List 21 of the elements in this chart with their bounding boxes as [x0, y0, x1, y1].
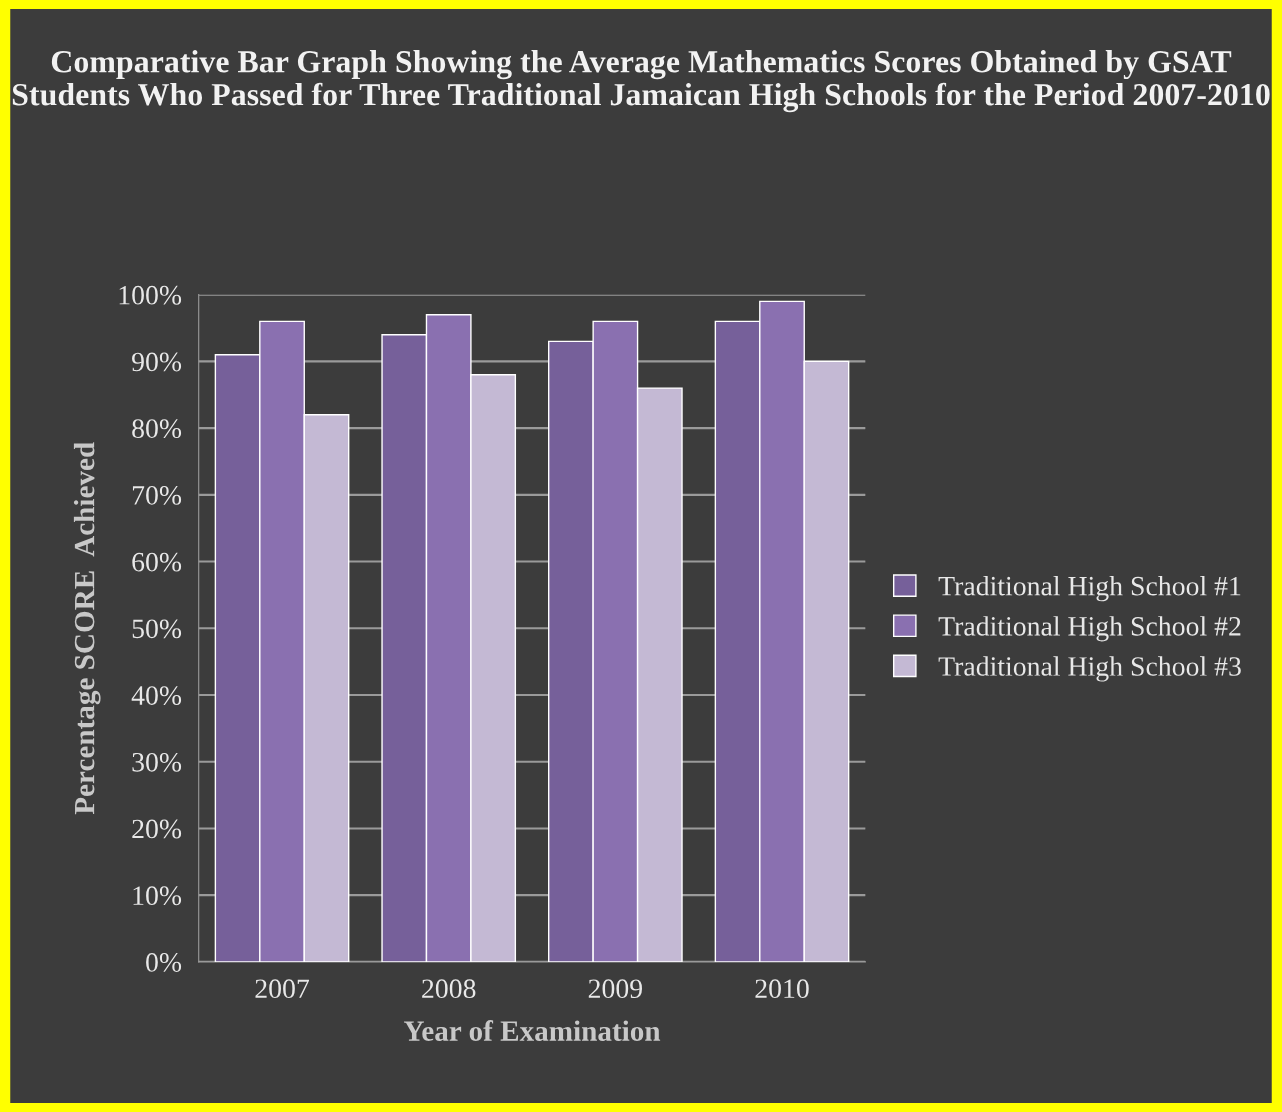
- y-tick-label: 100%: [119, 285, 182, 305]
- x-tick-label: 2007: [255, 979, 310, 999]
- legend-label: Traditional High School #2: [938, 616, 1241, 642]
- y-tick-label: 70%: [132, 486, 182, 505]
- y-tick-label: 40%: [131, 686, 182, 705]
- y-tick-label: 20%: [132, 819, 182, 839]
- legend-label: Traditional High School #3: [938, 656, 1241, 682]
- chart-title: Comparative Bar Graph Showing the Average Mathematics Scores Obtained by GSAT Students Who Passed for Three Traditional Jamaican High Schools for the Period 2007-2010: [12, 50, 1270, 113]
- x-tick-label: 2009: [588, 979, 642, 999]
- y-tick-label: 0%: [146, 953, 182, 972]
- y-axis-title: Percentage SCORE Achieved: [73, 442, 101, 815]
- y-tick-label: 60%: [132, 552, 182, 572]
- x-tick-label: 2010: [755, 979, 809, 999]
- y-tick-label: 30%: [132, 752, 182, 772]
- x-axis-title: Year of Examination: [403, 1020, 661, 1041]
- y-tick-label: 80%: [132, 419, 182, 439]
- y-tick-label: 10%: [133, 886, 182, 906]
- x-tick-label: 2008: [422, 979, 476, 999]
- y-tick-label: 50%: [132, 619, 182, 639]
- legend-label: Traditional High School #1: [938, 575, 1241, 602]
- y-tick-label: 90%: [132, 352, 182, 372]
